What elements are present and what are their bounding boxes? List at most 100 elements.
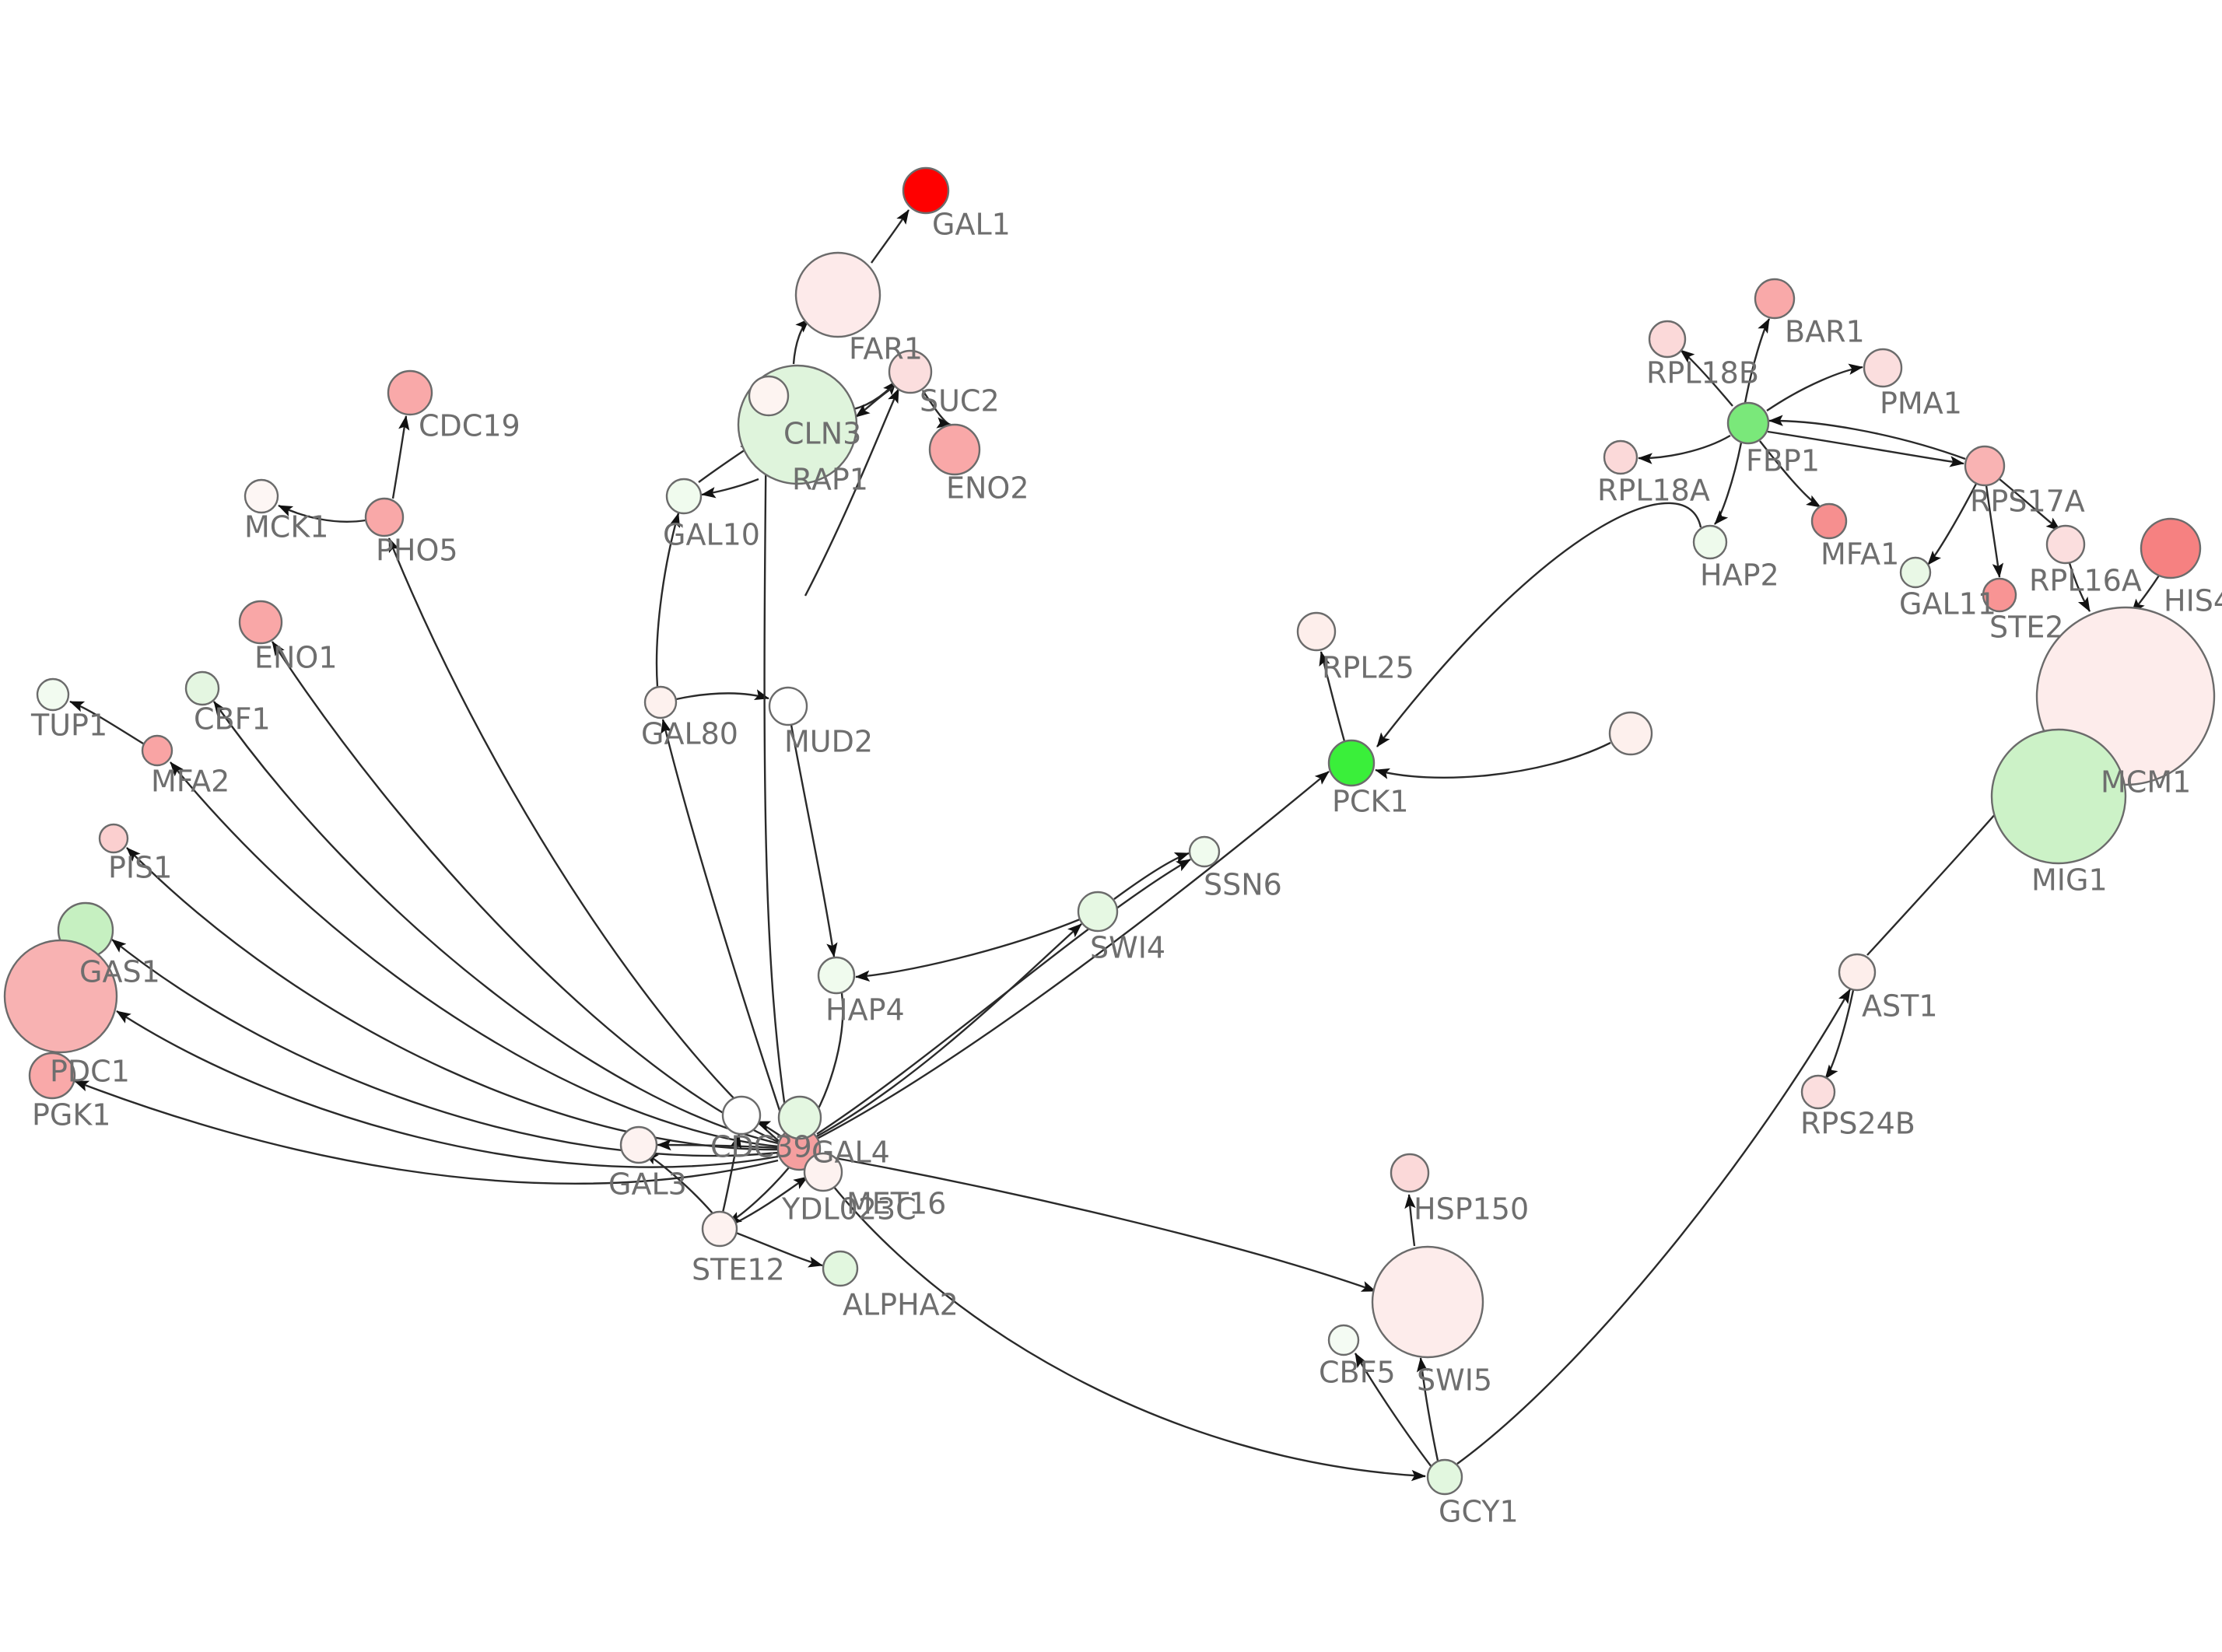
network-node-label: GAL10 [663, 518, 760, 552]
network-edge [721, 1133, 741, 1213]
network-node[interactable] [2045, 524, 2086, 565]
network-edge [271, 641, 779, 1143]
network-node[interactable] [1608, 711, 1653, 756]
network-node[interactable] [1426, 1458, 1463, 1496]
network-node-label: MFA2 [151, 765, 230, 799]
network-edge [1638, 434, 1731, 464]
network-node[interactable] [2140, 517, 2202, 579]
network-node[interactable] [902, 166, 950, 215]
network-edge [126, 847, 779, 1151]
network-node[interactable] [1754, 278, 1796, 320]
network-edge [818, 1153, 1376, 1293]
network-node[interactable] [238, 600, 283, 645]
network-node[interactable] [1692, 524, 1728, 560]
network-node[interactable] [822, 1250, 859, 1287]
network-node-label: MFA1 [1821, 537, 1899, 572]
network-node[interactable] [1863, 348, 1903, 388]
network-edge [278, 504, 366, 523]
network-edge [2068, 562, 2091, 612]
network-node[interactable] [1648, 320, 1687, 359]
network-node[interactable] [1982, 577, 2017, 613]
network-node[interactable] [888, 349, 933, 394]
network-edge [1456, 989, 1852, 1465]
network-edge [661, 719, 787, 1130]
network-node[interactable] [721, 1095, 762, 1136]
network-edge [735, 1231, 823, 1268]
network-node[interactable] [1296, 611, 1337, 652]
network-node-label: RPL18B [1646, 356, 1759, 390]
network-node[interactable] [665, 478, 703, 515]
network-node[interactable] [768, 686, 808, 726]
network-node[interactable] [28, 1052, 76, 1100]
network-node-label: RPS17A [1970, 485, 2085, 519]
network-node[interactable] [98, 823, 129, 854]
network-node[interactable] [777, 1095, 822, 1140]
network-node[interactable] [1800, 1074, 1836, 1110]
network-node[interactable] [794, 251, 881, 338]
network-node-label: CDC19 [419, 409, 520, 443]
network-edge [792, 318, 810, 365]
network-edge [1824, 989, 1855, 1080]
network-node[interactable] [748, 375, 790, 417]
network-node-label: SWI5 [1417, 1363, 1492, 1398]
network-node-label: PIS1 [108, 851, 172, 885]
network-edge [760, 415, 790, 1129]
network-node-label: MET16 [846, 1187, 946, 1221]
network-node[interactable] [928, 423, 981, 476]
network-edge [1416, 1357, 1439, 1461]
network-edge [1113, 852, 1190, 900]
network-node-label: GCY1 [1439, 1495, 1519, 1529]
network-node-label: GAL4 [811, 1136, 890, 1170]
network-node[interactable] [1371, 1245, 1484, 1359]
network-node[interactable] [1327, 739, 1376, 787]
network-node[interactable] [387, 369, 433, 416]
network-edge [111, 939, 779, 1157]
network-node-label: ENO2 [946, 471, 1029, 506]
network-node-label: HIS4 [2164, 584, 2222, 618]
network-node[interactable] [1390, 1153, 1430, 1193]
network-edge [701, 478, 759, 499]
network-node[interactable] [643, 685, 678, 719]
network-node[interactable] [36, 677, 70, 712]
network-edge [734, 1176, 808, 1225]
network-node[interactable] [1810, 502, 1848, 540]
network-node[interactable] [1077, 891, 1119, 933]
network-node-label: STE12 [692, 1253, 785, 1287]
network-node[interactable] [184, 670, 220, 706]
network-node[interactable] [364, 497, 405, 537]
network-node[interactable] [701, 1210, 738, 1248]
network-node-label: FAR1 [849, 332, 923, 366]
network-node[interactable] [1838, 953, 1877, 992]
network-node[interactable] [803, 1152, 843, 1192]
network-node-label: SSN6 [1204, 868, 1282, 902]
network-node-label: CBF5 [1319, 1356, 1396, 1390]
labels-layer: GAL1 FAR1 SUC2 CLN3 RAP1 ENO2 GAL10 CDC19 MCK1 PH… [30, 208, 2222, 1529]
network-edge [1744, 318, 1771, 404]
network-node[interactable] [1964, 445, 2006, 487]
network-node[interactable] [817, 956, 856, 995]
network-edge [1376, 502, 1702, 747]
network-edge [853, 380, 897, 411]
network-edge [1927, 483, 1978, 565]
network-node[interactable] [1899, 556, 1932, 589]
network-node[interactable] [1188, 835, 1221, 868]
network-node-label: GAS1 [79, 955, 160, 989]
network-edge [387, 537, 780, 1142]
network-node-label: SWI4 [1090, 931, 1165, 965]
network-node[interactable] [619, 1125, 658, 1164]
network-node-label: MIG1 [2031, 863, 2108, 898]
network-node-label: GAL11 [1899, 587, 1996, 621]
network-node[interactable] [1726, 401, 1770, 445]
network-node[interactable] [1603, 439, 1638, 475]
network-node[interactable] [141, 734, 173, 767]
network-node-label: PCK1 [1332, 785, 1409, 819]
network-edge [815, 923, 1082, 1139]
network-node-label: CLN3 [783, 417, 861, 451]
network-node[interactable] [3, 939, 118, 1054]
network-edge [1714, 442, 1743, 525]
network-node[interactable] [1990, 728, 2127, 865]
network-node[interactable] [1327, 1324, 1360, 1356]
network-node-label: ALPHA2 [843, 1288, 959, 1322]
network-node[interactable] [244, 478, 279, 514]
